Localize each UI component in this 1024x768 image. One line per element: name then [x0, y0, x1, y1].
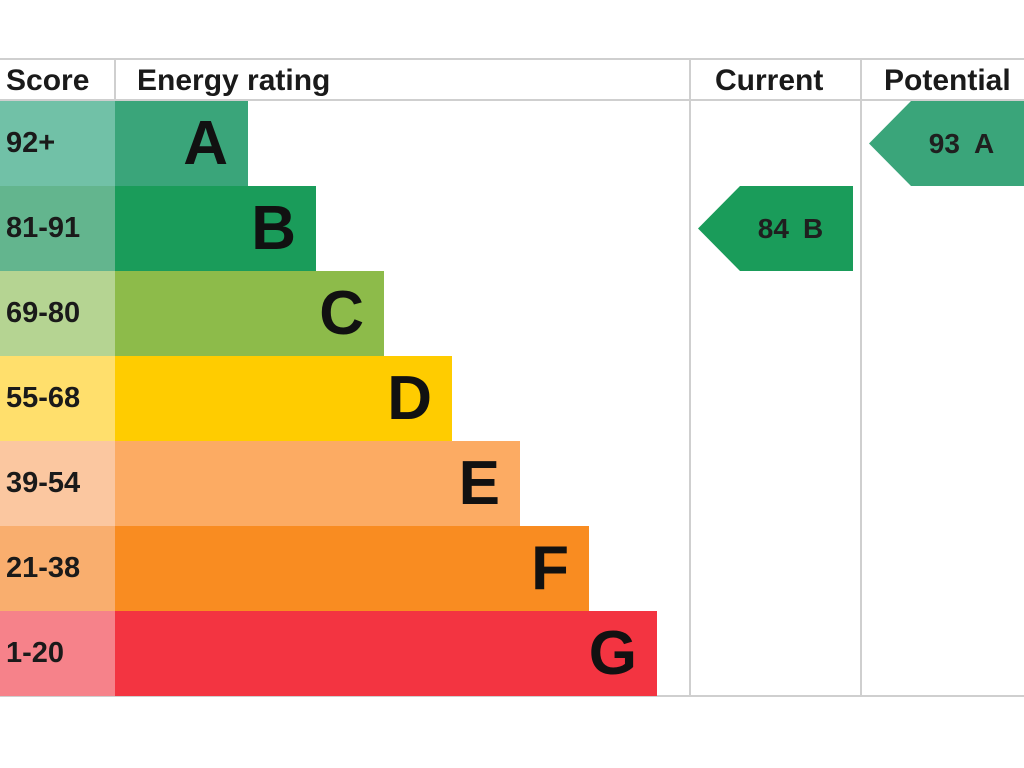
score-range-b: 81-91	[0, 186, 115, 271]
band-letter-f: F	[531, 533, 569, 603]
potential-column-divider	[860, 58, 862, 697]
band-letter-g: G	[588, 618, 637, 688]
rating-band-d: D	[115, 356, 452, 441]
band-letter-b: B	[251, 193, 296, 263]
score-range-c: 69-80	[0, 271, 115, 356]
band-letter-a: A	[183, 108, 228, 178]
score-range-a: 92+	[0, 101, 115, 186]
score-range-f: 21-38	[0, 526, 115, 611]
current-rating-arrow: 84 B	[698, 186, 853, 271]
band-letter-c: C	[319, 278, 364, 348]
score-header: Score	[6, 63, 90, 97]
current-header: Current	[715, 63, 824, 97]
rating-band-f: F	[115, 526, 589, 611]
score-range-g: 1-20	[0, 611, 115, 696]
potential-rating-letter: A	[973, 127, 995, 159]
header-divider	[0, 99, 1024, 101]
score-range-d: 55-68	[0, 356, 115, 441]
rating-band-g: G	[115, 611, 657, 696]
band-letter-e: E	[458, 448, 500, 518]
potential-score: 93	[928, 127, 960, 159]
energy-rating-header: Energy rating	[137, 63, 331, 97]
current-rating-letter: B	[802, 212, 824, 244]
current-score: 84	[757, 212, 789, 244]
band-letter-d: D	[387, 363, 432, 433]
potential-header: Potential	[884, 63, 1011, 97]
rating-band-a: A	[115, 101, 248, 186]
score-range-e: 39-54	[0, 441, 115, 526]
potential-rating-arrow: 93 A	[869, 101, 1024, 186]
bottom-border	[0, 695, 1024, 697]
rating-band-b: B	[115, 186, 316, 271]
current-column-divider	[689, 58, 691, 697]
top-border	[0, 58, 1024, 60]
score-column-divider	[114, 58, 116, 101]
rating-band-c: C	[115, 271, 384, 356]
rating-band-e: E	[115, 441, 520, 526]
